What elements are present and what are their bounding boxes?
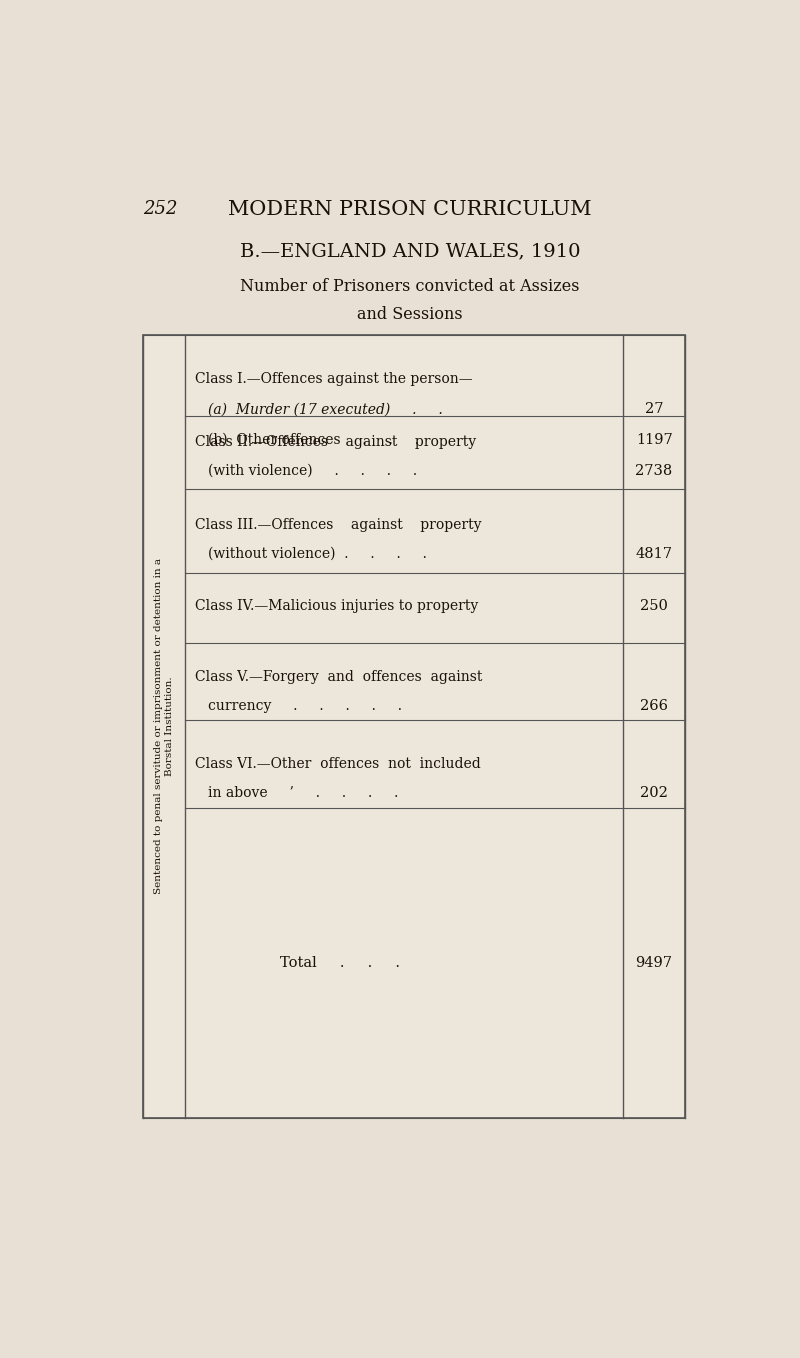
Text: Class I.—Offences against the person—: Class I.—Offences against the person— xyxy=(194,372,472,386)
Text: Class V.—Forgery  and  offences  against: Class V.—Forgery and offences against xyxy=(194,671,482,684)
Text: 2738: 2738 xyxy=(635,464,673,478)
Text: 1197: 1197 xyxy=(636,433,673,447)
Text: (b)  Other offences     .     .     .: (b) Other offences . . . xyxy=(209,433,419,447)
Text: Total     .     .     .: Total . . . xyxy=(280,956,400,970)
Text: and Sessions: and Sessions xyxy=(357,306,463,323)
Text: Sentenced to penal servitude or imprisonment or detention in a
Borstal Instituti: Sentenced to penal servitude or imprison… xyxy=(154,558,174,894)
Text: Class VI.—Other  offences  not  included: Class VI.—Other offences not included xyxy=(194,758,480,771)
Bar xyxy=(142,334,685,1118)
Text: 252: 252 xyxy=(142,200,177,217)
Text: 266: 266 xyxy=(640,699,668,713)
Text: Class IV.—Malicious injuries to property: Class IV.—Malicious injuries to property xyxy=(194,599,478,612)
Text: 4817: 4817 xyxy=(636,547,673,561)
Text: 27: 27 xyxy=(645,402,663,417)
Text: Class III.—Offences    against    property: Class III.—Offences against property xyxy=(194,517,481,532)
Text: MODERN PRISON CURRICULUM: MODERN PRISON CURRICULUM xyxy=(228,200,592,219)
Text: 250: 250 xyxy=(640,599,668,612)
Text: Class II.—Offences    against    property: Class II.—Offences against property xyxy=(194,436,476,449)
Text: (without violence)  .     .     .     .: (without violence) . . . . xyxy=(209,547,427,561)
Text: (with violence)     .     .     .     .: (with violence) . . . . xyxy=(209,464,418,478)
Text: currency     .     .     .     .     .: currency . . . . . xyxy=(209,699,402,713)
Text: 202: 202 xyxy=(640,786,668,800)
Text: 9497: 9497 xyxy=(636,956,673,970)
Text: in above     ’     .     .     .     .: in above ’ . . . . xyxy=(209,786,399,800)
Text: B.—ENGLAND AND WALES, 1910: B.—ENGLAND AND WALES, 1910 xyxy=(240,242,580,261)
Text: Number of Prisoners convicted at Assizes: Number of Prisoners convicted at Assizes xyxy=(240,278,580,296)
Text: (a)  Murder (17 executed)     .     .: (a) Murder (17 executed) . . xyxy=(209,402,443,417)
